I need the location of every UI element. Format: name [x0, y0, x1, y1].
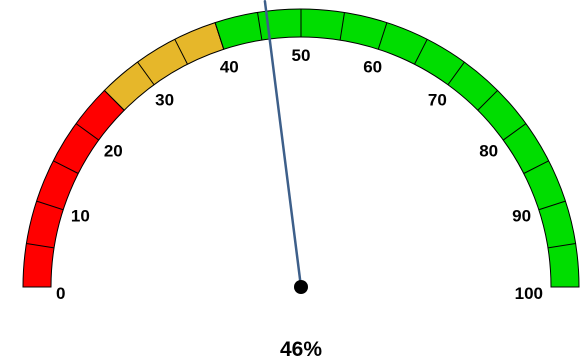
gauge-tick-label-0: 0	[56, 284, 65, 303]
gauge-tick-label-50: 50	[292, 46, 311, 65]
gauge-tick-label-30: 30	[155, 90, 174, 109]
gauge-tick-80	[502, 123, 527, 141]
gauge-needle-hub	[294, 280, 308, 294]
gauge-tick-label-100: 100	[515, 284, 543, 303]
gauge-tick-label-40: 40	[220, 57, 239, 76]
gauge-tick-60	[377, 22, 388, 50]
gauge-tick-15	[53, 160, 79, 174]
gauge-tick-25	[104, 90, 125, 111]
gauge-band-2	[214, 8, 580, 288]
gauge-tick-95	[547, 243, 576, 249]
gauge-tick-label-70: 70	[428, 90, 447, 109]
gauge-tick-10	[36, 200, 64, 211]
gauge-tick-65	[414, 39, 428, 65]
gauge-tick-labels: 0 10 20 30 40 50 60 70 80 90 100	[56, 46, 543, 303]
gauge-tick-label-80: 80	[479, 142, 498, 161]
gauge-tick-90	[538, 200, 566, 211]
gauge-tick-85	[523, 160, 549, 174]
gauge-tick-45	[257, 12, 263, 41]
gauge-tick-20	[75, 123, 100, 141]
gauge-tick-label-60: 60	[363, 57, 382, 76]
gauge-ticks	[26, 9, 576, 249]
gauge-tick-label-20: 20	[104, 142, 123, 161]
gauge-needle-group	[263, 0, 308, 294]
gauge-band-0	[22, 89, 125, 288]
gauge-tick-70	[447, 61, 465, 86]
gauge-needle	[263, 0, 303, 289]
gauge-tick-75	[477, 90, 498, 111]
gauge-value-label: 46%	[280, 338, 322, 360]
gauge-tick-label-90: 90	[512, 206, 531, 225]
gauge-tick-30	[137, 61, 155, 86]
gauge-tick-55	[339, 12, 345, 41]
gauge-tick-5	[26, 243, 55, 249]
gauge-tick-label-10: 10	[71, 206, 90, 225]
gauge-tick-40	[214, 22, 225, 50]
gauge-tick-35	[174, 39, 188, 65]
